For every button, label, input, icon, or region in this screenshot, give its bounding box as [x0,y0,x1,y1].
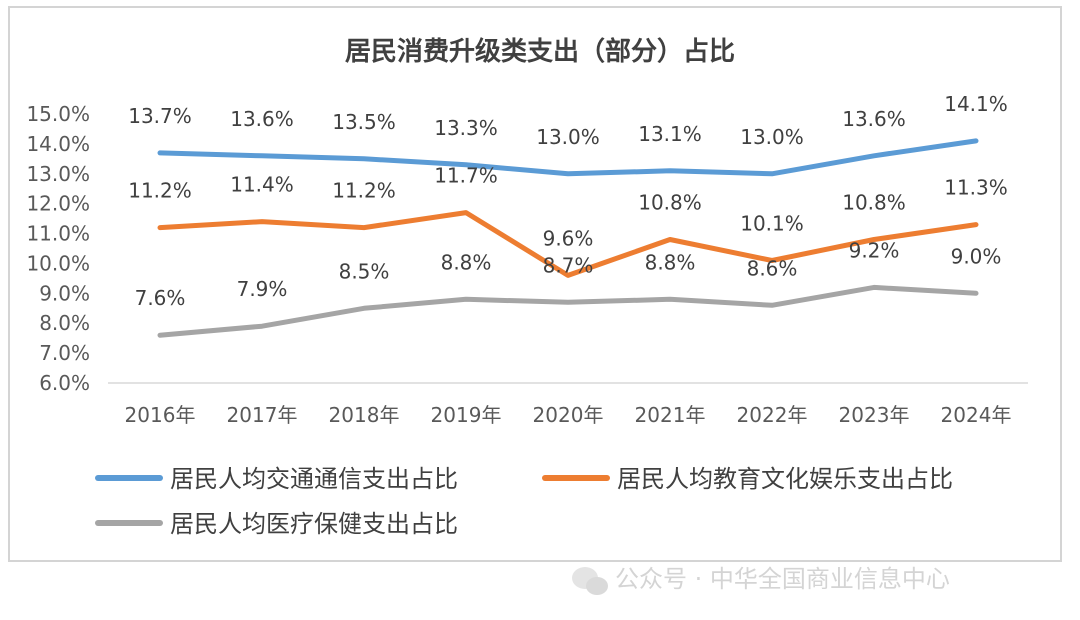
data-label: 8.5% [339,259,390,283]
data-label: 9.6% [543,226,594,250]
data-label: 9.2% [849,238,900,262]
y-tick-label: 15.0% [26,102,90,126]
data-label: 13.0% [740,125,804,149]
x-tick-label: 2021年 [635,403,706,427]
data-label: 11.7% [434,164,498,188]
data-label: 8.7% [543,253,594,277]
x-tick-label: 2016年 [125,403,196,427]
data-label: 13.6% [842,107,906,131]
data-label: 10.8% [842,191,906,215]
data-label: 13.3% [434,116,498,140]
watermark-text: 公众号 · 中华全国商业信息中心 [615,565,950,593]
x-tick-label: 2017年 [227,403,298,427]
data-label: 13.5% [332,110,396,134]
legend-label-0: 居民人均交通通信支出占比 [170,465,458,493]
y-tick-label: 8.0% [39,311,90,335]
y-tick-label: 9.0% [39,281,90,305]
watermark: 公众号 · 中华全国商业信息中心 [572,565,950,595]
data-label: 9.0% [951,244,1002,268]
x-tick-label: 2020年 [533,403,604,427]
x-tick-label: 2024年 [941,403,1012,427]
y-tick-label: 12.0% [26,192,90,216]
y-tick-label: 13.0% [26,162,90,186]
y-tick-label: 6.0% [39,371,90,395]
data-label: 13.7% [128,104,192,128]
data-label: 11.2% [128,179,192,203]
data-label: 10.8% [638,191,702,215]
chart-frame [8,6,1062,562]
x-tick-label: 2022年 [737,403,808,427]
data-label: 8.8% [441,250,492,274]
chart-title: 居民消费升级类支出（部分）占比 [345,36,735,67]
data-label: 8.6% [747,256,798,280]
y-tick-label: 11.0% [26,222,90,246]
y-tick-label: 7.0% [39,341,90,365]
x-tick-label: 2023年 [839,403,910,427]
data-label: 8.8% [645,250,696,274]
legend-label-2: 居民人均医疗保健支出占比 [170,510,458,538]
series-line-1 [157,210,979,278]
series-line-2 [157,284,979,338]
data-label: 11.4% [230,173,294,197]
y-tick-label: 10.0% [26,251,90,275]
data-label: 13.0% [536,125,600,149]
y-tick-label: 14.0% [26,132,90,156]
data-label: 10.1% [740,211,804,235]
data-label: 13.1% [638,122,702,146]
x-tick-label: 2019年 [431,403,502,427]
data-label: 11.3% [944,176,1008,200]
data-label: 7.6% [135,286,186,310]
data-label: 7.9% [237,277,288,301]
data-label: 11.2% [332,179,396,203]
legend-label-1: 居民人均教育文化娱乐支出占比 [617,465,953,493]
series-line-0 [157,138,979,177]
data-label: 14.1% [944,92,1008,116]
x-tick-label: 2018年 [329,403,400,427]
data-label: 13.6% [230,107,294,131]
wechat-icon [572,567,608,595]
